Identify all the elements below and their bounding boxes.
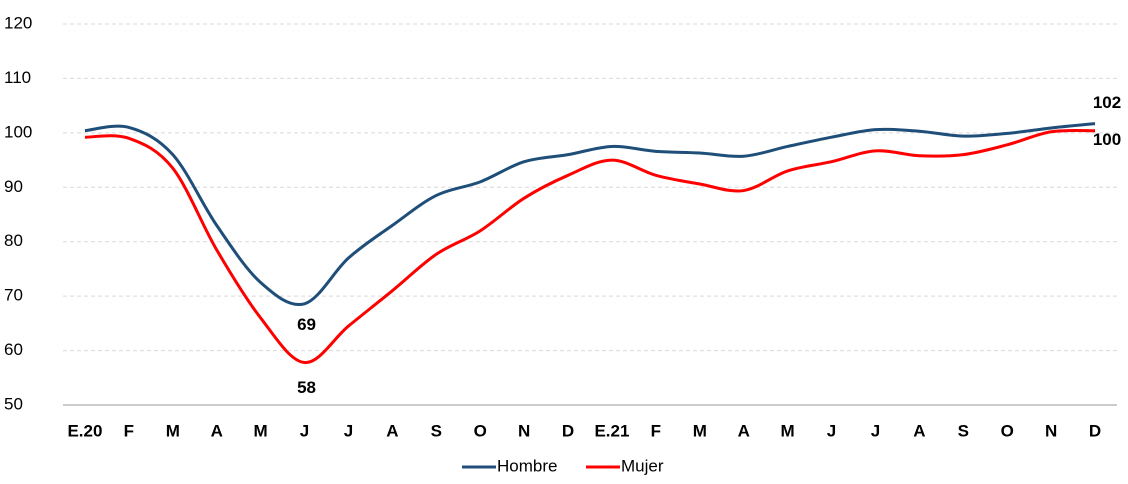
x-tick-label: O — [1001, 421, 1014, 440]
data-label: 100 — [1093, 130, 1121, 149]
y-tick-label: 50 — [4, 394, 23, 413]
legend-label: Mujer — [621, 456, 664, 475]
y-tick-label: 100 — [4, 122, 32, 141]
x-tick-label: J — [344, 421, 353, 440]
x-tick-label: A — [738, 421, 750, 440]
legend-label: Hombre — [497, 456, 557, 475]
x-tick-label: M — [166, 421, 180, 440]
x-tick-label: O — [474, 421, 487, 440]
x-tick-label: S — [958, 421, 969, 440]
x-tick-label: N — [518, 421, 530, 440]
x-tick-label: F — [124, 421, 134, 440]
y-tick-label: 60 — [4, 340, 23, 359]
x-tick-label: D — [1089, 421, 1101, 440]
x-tick-label: D — [562, 421, 574, 440]
y-tick-label: 110 — [4, 68, 31, 87]
y-tick-label: 120 — [4, 13, 32, 32]
line — [84, 128, 1096, 365]
x-tick-label: A — [386, 421, 398, 440]
x-tick-label: E.21 — [594, 421, 629, 440]
x-tick-label: F — [651, 421, 661, 440]
x-tick-label: A — [913, 421, 925, 440]
line — [84, 122, 1096, 307]
y-tick-label: 70 — [4, 286, 23, 305]
x-tick-label: A — [211, 421, 223, 440]
x-tick-label: S — [431, 421, 442, 440]
x-tick-label: M — [693, 421, 707, 440]
data-label: 58 — [297, 378, 316, 397]
y-tick-label: 80 — [4, 231, 23, 250]
x-tick-label: J — [300, 421, 309, 440]
x-tick-label: M — [254, 421, 268, 440]
data-label: 102 — [1093, 93, 1121, 112]
data-label: 69 — [297, 315, 316, 334]
x-tick-label: J — [827, 421, 836, 440]
x-tick-label: N — [1045, 421, 1057, 440]
x-tick-label: J — [871, 421, 880, 440]
y-tick-label: 90 — [4, 177, 23, 196]
x-tick-label: M — [781, 421, 795, 440]
x-tick-label: E.20 — [67, 421, 102, 440]
